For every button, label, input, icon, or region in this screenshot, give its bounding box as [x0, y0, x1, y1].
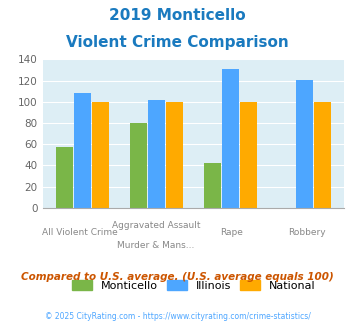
Text: All Violent Crime: All Violent Crime [43, 228, 118, 237]
Text: Violent Crime Comparison: Violent Crime Comparison [66, 35, 289, 50]
Bar [166, 102, 183, 208]
Bar [148, 100, 165, 208]
Text: Aggravated Assault: Aggravated Assault [111, 221, 200, 230]
Bar [240, 102, 257, 208]
Legend: Monticello, Illinois, National: Monticello, Illinois, National [72, 280, 315, 291]
Text: Rape: Rape [220, 228, 242, 237]
Bar [74, 93, 91, 208]
Bar [92, 102, 109, 208]
Text: Robbery: Robbery [288, 228, 326, 237]
Bar [313, 102, 331, 208]
Bar [204, 163, 221, 208]
Bar [296, 80, 313, 208]
Bar [130, 123, 147, 208]
Bar [56, 148, 73, 208]
Text: © 2025 CityRating.com - https://www.cityrating.com/crime-statistics/: © 2025 CityRating.com - https://www.city… [45, 312, 310, 321]
Text: 2019 Monticello: 2019 Monticello [109, 8, 246, 23]
Text: Murder & Mans...: Murder & Mans... [117, 241, 195, 250]
Text: Compared to U.S. average. (U.S. average equals 100): Compared to U.S. average. (U.S. average … [21, 272, 334, 282]
Bar [222, 69, 239, 208]
